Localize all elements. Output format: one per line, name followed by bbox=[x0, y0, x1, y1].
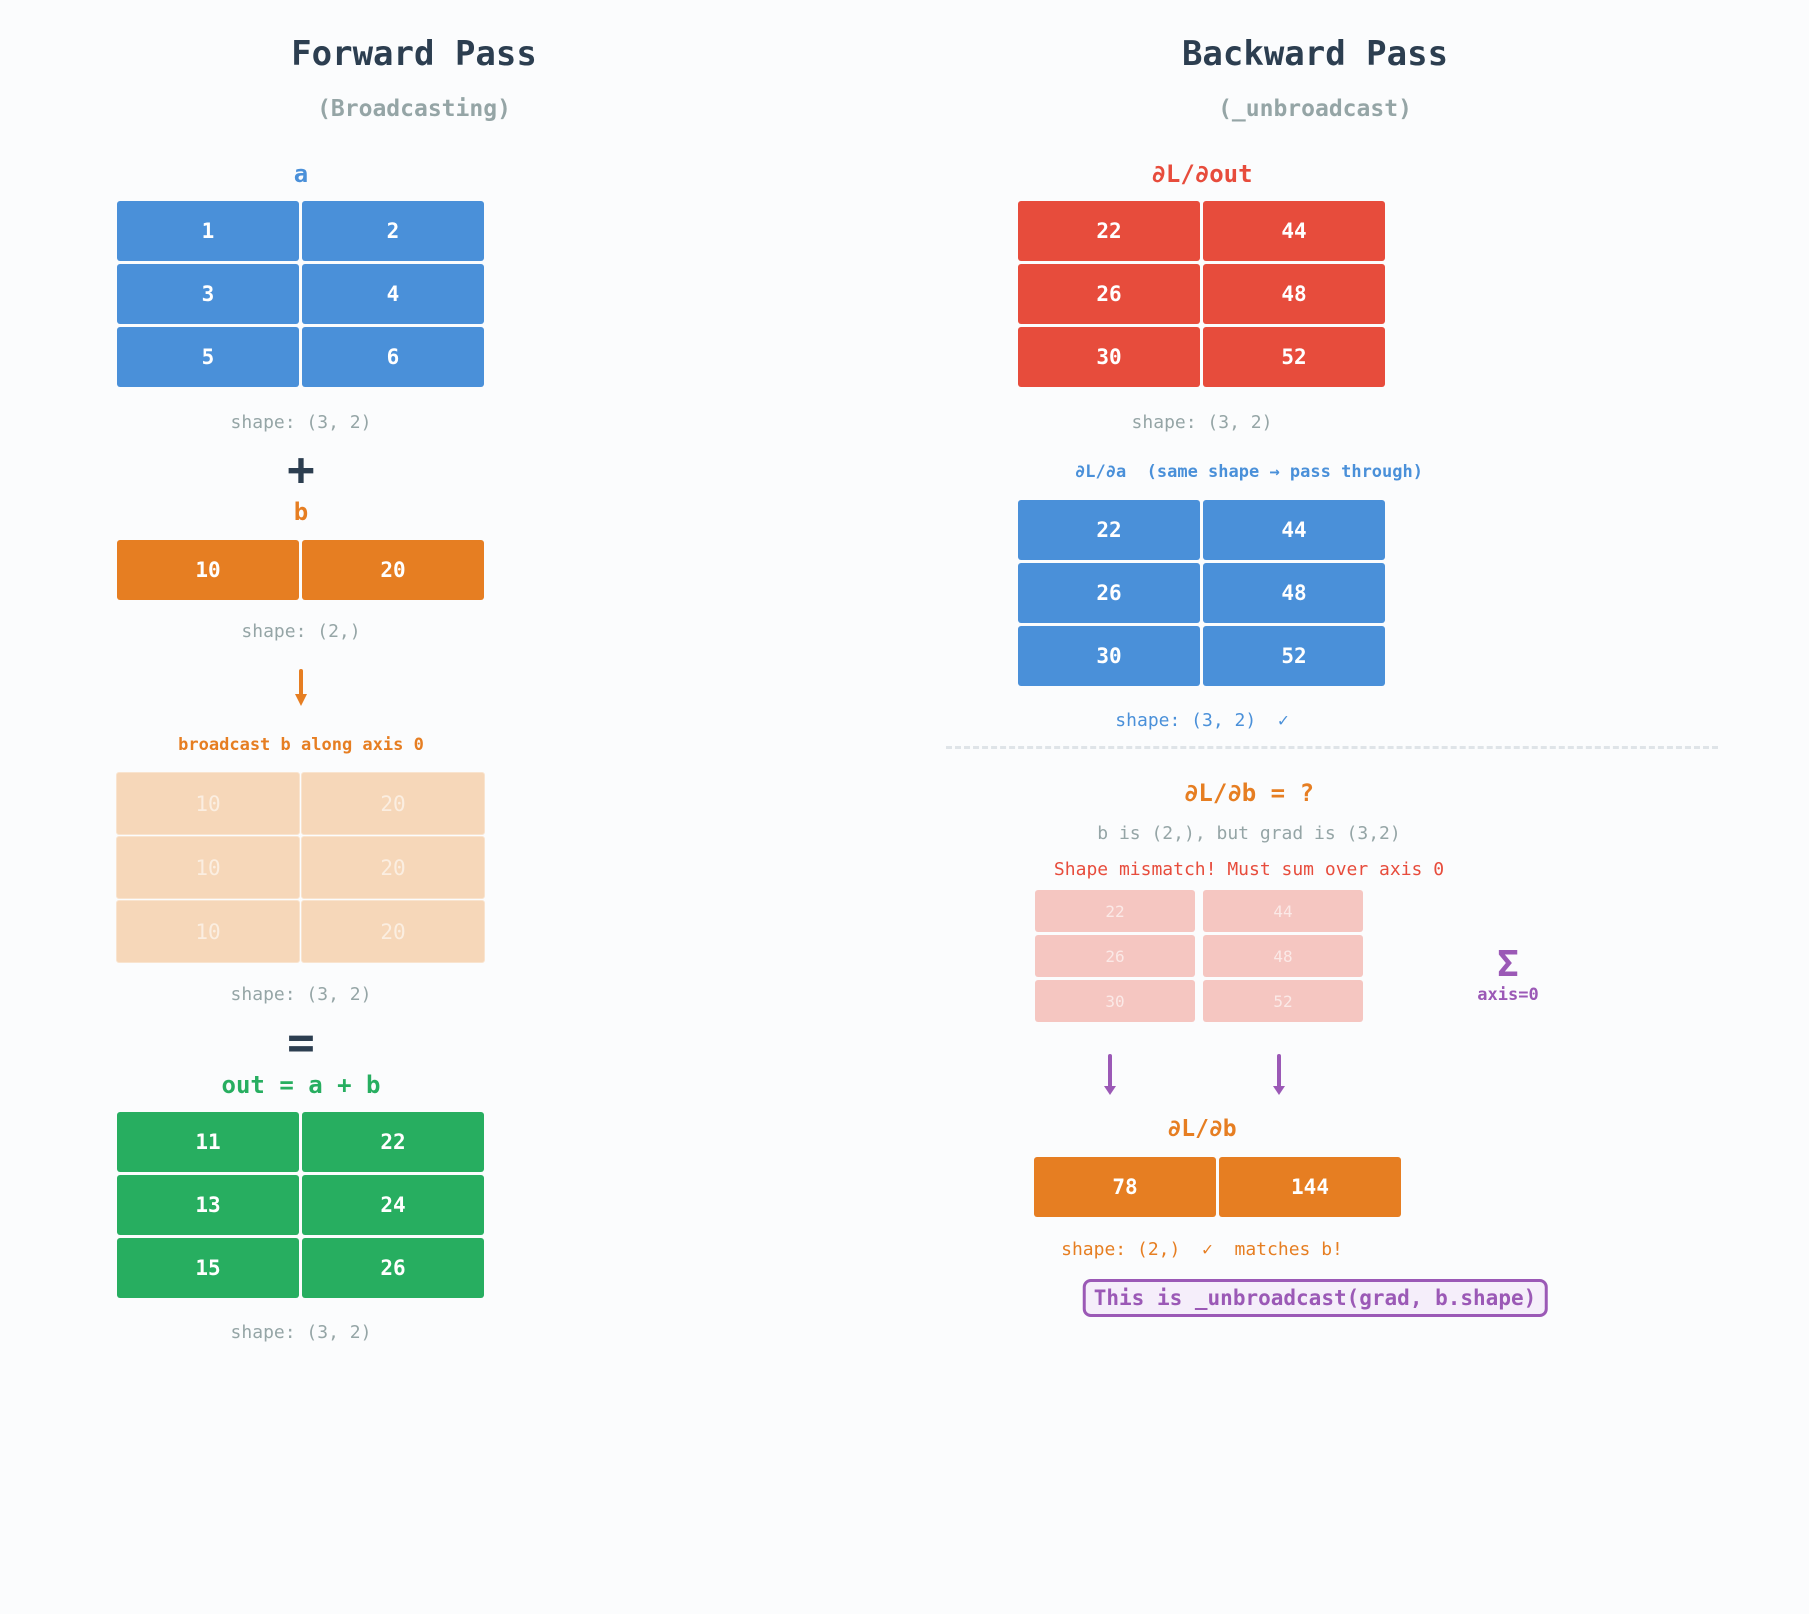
broadcast-cell: 20 bbox=[301, 772, 485, 835]
sum-arrow-left-head bbox=[1104, 1086, 1116, 1095]
vector-b-label: b bbox=[293, 498, 309, 526]
matrix-dout-cell: 52 bbox=[1203, 327, 1385, 387]
matrix-da: 22 44 26 48 30 52 bbox=[1018, 500, 1385, 686]
matrix-da-cell: 22 bbox=[1018, 500, 1200, 560]
broadcast-cell: 10 bbox=[116, 836, 300, 899]
matrix-a-label: a bbox=[293, 160, 309, 188]
da-shape: shape: (3, 2) ✓ bbox=[1115, 710, 1289, 731]
dout-label: ∂L/∂out bbox=[1151, 160, 1253, 188]
matrix-a-cell: 5 bbox=[117, 327, 299, 387]
broadcast-cell: 10 bbox=[116, 772, 300, 835]
broadcast-b-matrix: 10 20 10 20 10 20 bbox=[116, 772, 485, 963]
matrix-dout-cell: 30 bbox=[1018, 327, 1200, 387]
mismatch-info: b is (2,), but grad is (3,2) bbox=[1097, 823, 1401, 844]
sum-matrix-cell: 22 bbox=[1035, 890, 1195, 932]
matrix-dout: 22 44 26 48 30 52 bbox=[1018, 201, 1385, 387]
db-label: ∂L/∂b bbox=[1167, 1116, 1237, 1142]
matrix-da-cell: 52 bbox=[1203, 626, 1385, 686]
section-divider bbox=[946, 746, 1718, 749]
out-label: out = a + b bbox=[221, 1071, 381, 1099]
matrix-out-shape: shape: (3, 2) bbox=[230, 1322, 372, 1343]
matrix-out-cell: 26 bbox=[302, 1238, 484, 1298]
vector-b-cell: 20 bbox=[302, 540, 484, 600]
matrix-a-cell: 1 bbox=[117, 201, 299, 261]
sum-matrix-cell: 30 bbox=[1035, 980, 1195, 1022]
matrix-dout-cell: 48 bbox=[1203, 264, 1385, 324]
matrix-da-cell: 48 bbox=[1203, 563, 1385, 623]
sum-arrow-left bbox=[1108, 1054, 1112, 1089]
matrix-dout-cell: 44 bbox=[1203, 201, 1385, 261]
broadcast-arrow bbox=[299, 669, 303, 696]
dout-shape: shape: (3, 2) bbox=[1131, 412, 1273, 433]
vector-b-cell: 10 bbox=[117, 540, 299, 600]
matrix-a-cell: 4 bbox=[302, 264, 484, 324]
matrix-out-cell: 24 bbox=[302, 1175, 484, 1235]
matrix-da-cell: 44 bbox=[1203, 500, 1385, 560]
broadcast-shape: shape: (3, 2) bbox=[230, 984, 372, 1005]
sum-arrow-right bbox=[1277, 1054, 1281, 1089]
forward-title: Forward Pass bbox=[291, 34, 537, 74]
sum-arrow-right-head bbox=[1273, 1086, 1285, 1095]
backward-title: Backward Pass bbox=[1181, 34, 1449, 74]
vector-db: 78 144 bbox=[1034, 1157, 1401, 1217]
sigma-axis: axis=0 bbox=[1477, 985, 1539, 1005]
broadcast-arrow-head bbox=[295, 694, 307, 706]
sum-matrix-cell: 52 bbox=[1203, 980, 1363, 1022]
db-question: ∂L/∂b = ? bbox=[1183, 779, 1315, 807]
matrix-dout-cell: 26 bbox=[1018, 264, 1200, 324]
matrix-da-cell: 26 bbox=[1018, 563, 1200, 623]
matrix-out-cell: 22 bbox=[302, 1112, 484, 1172]
broadcast-cell: 20 bbox=[301, 836, 485, 899]
broadcast-cell: 20 bbox=[301, 900, 485, 963]
matrix-a-cell: 3 bbox=[117, 264, 299, 324]
matrix-out-cell: 15 bbox=[117, 1238, 299, 1298]
sigma-icon: Σ bbox=[1497, 944, 1519, 985]
sum-matrix-cell: 26 bbox=[1035, 935, 1195, 977]
matrix-out-cell: 13 bbox=[117, 1175, 299, 1235]
mismatch-warning: Shape mismatch! Must sum over axis 0 bbox=[1053, 859, 1445, 880]
matrix-out: 11 22 13 24 15 26 bbox=[117, 1112, 484, 1298]
matrix-a: 1 2 3 4 5 6 bbox=[117, 201, 484, 387]
broadcast-note: broadcast b along axis 0 bbox=[178, 735, 424, 755]
sum-matrix-cell: 44 bbox=[1203, 890, 1363, 932]
matrix-a-cell: 2 bbox=[302, 201, 484, 261]
da-label: ∂L/∂a (same shape → pass through) bbox=[1075, 462, 1423, 482]
sum-matrix-cell: 48 bbox=[1203, 935, 1363, 977]
plus-operator: + bbox=[287, 442, 315, 496]
vector-b-shape: shape: (2,) bbox=[241, 621, 361, 642]
matrix-a-shape: shape: (3, 2) bbox=[230, 412, 372, 433]
matrix-out-cell: 11 bbox=[117, 1112, 299, 1172]
vector-db-cell: 144 bbox=[1219, 1157, 1401, 1217]
equals-operator: = bbox=[287, 1015, 315, 1069]
vector-b: 10 20 bbox=[117, 540, 484, 600]
sum-matrix: 22 44 26 48 30 52 bbox=[1035, 890, 1363, 1022]
db-shape: shape: (2,) ✓ matches b! bbox=[1061, 1239, 1343, 1260]
vector-db-cell: 78 bbox=[1034, 1157, 1216, 1217]
matrix-a-cell: 6 bbox=[302, 327, 484, 387]
matrix-da-cell: 30 bbox=[1018, 626, 1200, 686]
unbroadcast-note: This is _unbroadcast(grad, b.shape) bbox=[1082, 1279, 1548, 1317]
forward-subtitle: (Broadcasting) bbox=[317, 96, 511, 122]
broadcast-cell: 10 bbox=[116, 900, 300, 963]
backward-subtitle: (_unbroadcast) bbox=[1218, 96, 1412, 122]
matrix-dout-cell: 22 bbox=[1018, 201, 1200, 261]
